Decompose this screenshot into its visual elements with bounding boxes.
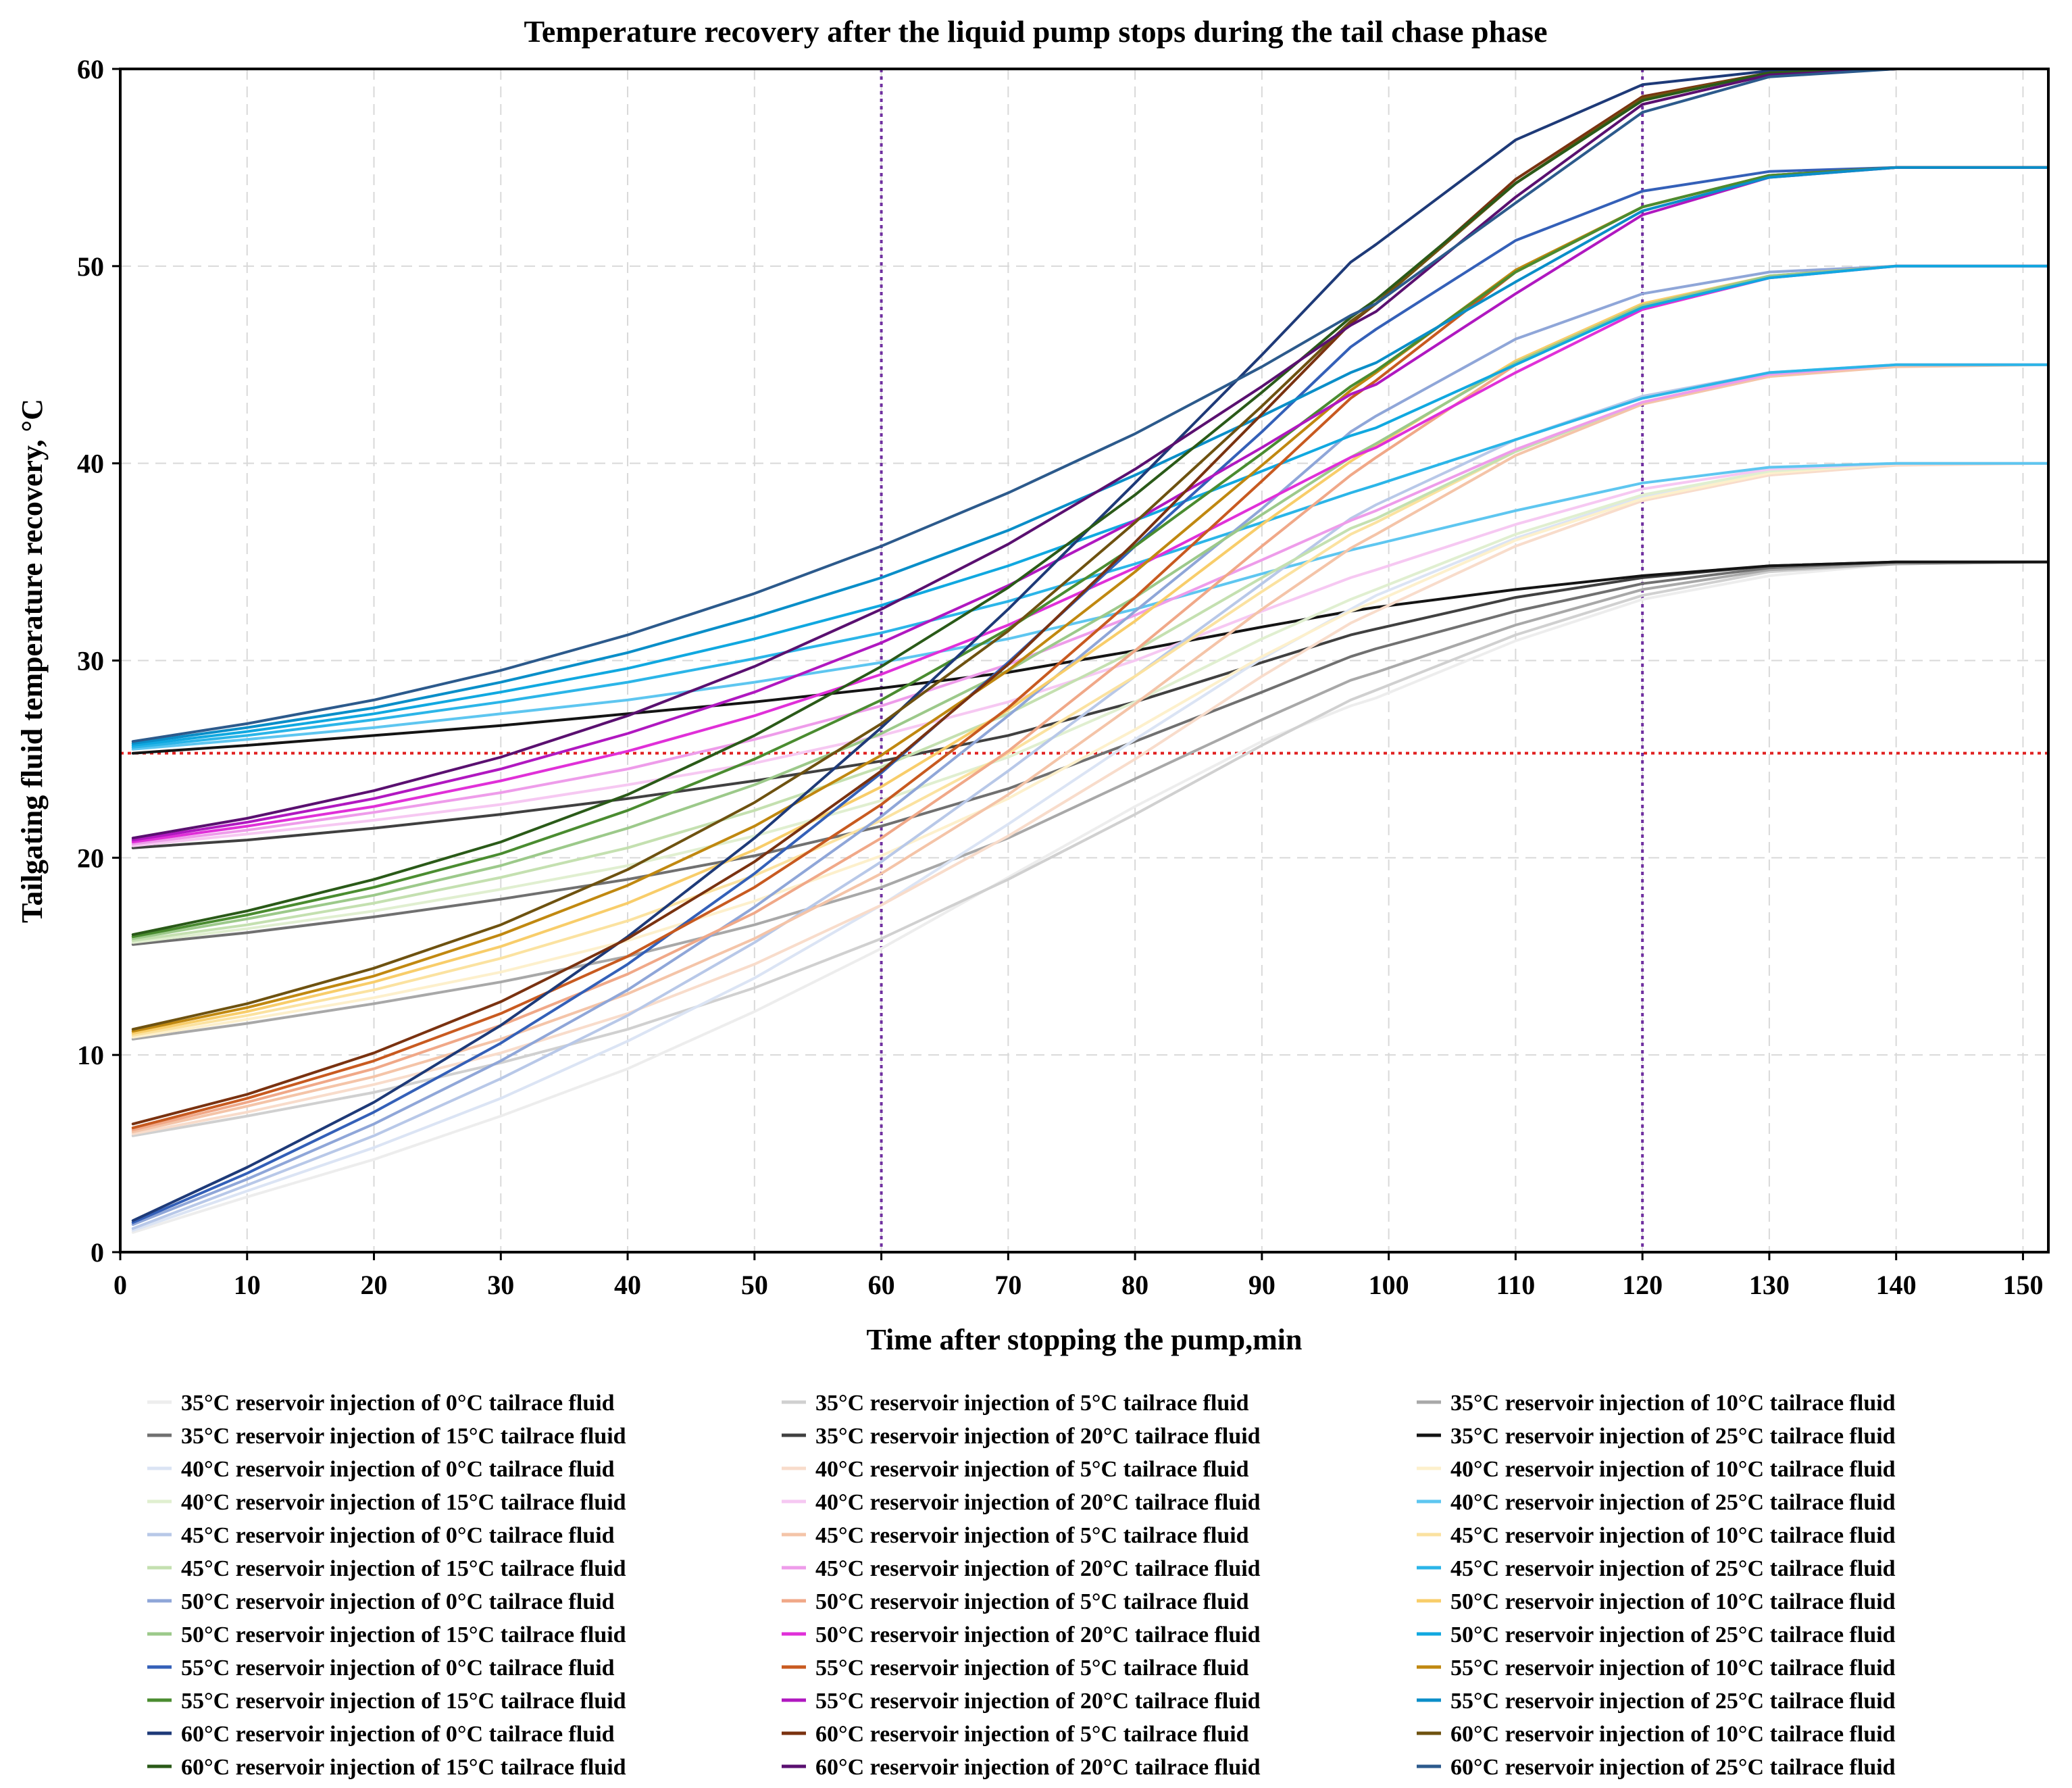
y-tick-label: 30 — [77, 646, 104, 676]
legend-label: 45°C reservoir injection of 15°C tailrac… — [181, 1556, 626, 1581]
legend-label: 50°C reservoir injection of 15°C tailrac… — [181, 1622, 626, 1647]
x-tick-label: 150 — [2002, 1270, 2043, 1300]
legend-label: 50°C reservoir injection of 20°C tailrac… — [815, 1622, 1261, 1647]
legend-label: 55°C reservoir injection of 15°C tailrac… — [181, 1689, 626, 1714]
series-line-36 — [131, 68, 2050, 743]
y-tick-label: 0 — [91, 1237, 104, 1268]
legend-label: 60°C reservoir injection of 0°C tailrace… — [181, 1722, 615, 1747]
y-tick-label: 50 — [77, 251, 104, 282]
series-line-35 — [131, 68, 2050, 840]
series-line-14 — [131, 363, 2050, 1133]
series-line-3 — [131, 560, 2050, 1041]
x-tick-label: 70 — [994, 1270, 1021, 1300]
series-line-2 — [131, 560, 2050, 1137]
series-line-19 — [131, 264, 2050, 1226]
series-line-18 — [131, 363, 2050, 749]
legend-label: 50°C reservoir injection of 0°C tailrace… — [181, 1589, 615, 1614]
series-line-8 — [131, 462, 2050, 1135]
legend-label: 40°C reservoir injection of 10°C tailrac… — [1450, 1457, 1896, 1482]
legend-label: 35°C reservoir injection of 15°C tailrac… — [181, 1424, 626, 1449]
legend-label: 60°C reservoir injection of 20°C tailrac… — [815, 1755, 1261, 1780]
y-tick-label: 20 — [77, 843, 104, 873]
legend-label: 55°C reservoir injection of 20°C tailrac… — [815, 1689, 1261, 1714]
legend-label: 40°C reservoir injection of 25°C tailrac… — [1450, 1490, 1896, 1515]
legend-label: 45°C reservoir injection of 10°C tailrac… — [1450, 1523, 1896, 1548]
legend-label: 55°C reservoir injection of 0°C tailrace… — [181, 1656, 615, 1681]
legend-label: 40°C reservoir injection of 0°C tailrace… — [181, 1457, 615, 1482]
legend-label: 55°C reservoir injection of 25°C tailrac… — [1450, 1689, 1896, 1714]
series-line-4 — [131, 560, 2050, 946]
x-tick-label: 0 — [113, 1270, 127, 1300]
series-line-1 — [131, 560, 2050, 1234]
legend-label: 35°C reservoir injection of 10°C tailrac… — [1450, 1391, 1896, 1416]
legend-label: 45°C reservoir injection of 5°C tailrace… — [815, 1523, 1249, 1548]
grid — [120, 69, 2048, 1252]
x-axis-title: Time after stopping the pump,min — [866, 1323, 1302, 1356]
legend-label: 50°C reservoir injection of 25°C tailrac… — [1450, 1622, 1896, 1647]
legend-label: 45°C reservoir injection of 20°C tailrac… — [815, 1556, 1261, 1581]
x-tick-label: 40 — [614, 1270, 641, 1300]
x-tick-label: 20 — [361, 1270, 388, 1300]
series-line-6 — [131, 560, 2050, 755]
legend-label: 40°C reservoir injection of 20°C tailrac… — [815, 1490, 1261, 1515]
y-tick-label: 10 — [77, 1040, 104, 1070]
legend-label: 55°C reservoir injection of 5°C tailrace… — [815, 1656, 1249, 1681]
series-line-12 — [131, 462, 2050, 751]
legend-label: 60°C reservoir injection of 15°C tailrac… — [181, 1755, 626, 1780]
series-line-9 — [131, 462, 2050, 1039]
legend: 35°C reservoir injection of 0°C tailrace… — [147, 1391, 1896, 1780]
series-line-30 — [131, 166, 2050, 745]
legend-label: 35°C reservoir injection of 20°C tailrac… — [815, 1424, 1261, 1449]
legend-label: 35°C reservoir injection of 5°C tailrace… — [815, 1391, 1249, 1416]
x-tick-label: 100 — [1369, 1270, 1409, 1300]
x-tick-label: 140 — [1876, 1270, 1917, 1300]
legend-label: 60°C reservoir injection of 10°C tailrac… — [1450, 1722, 1896, 1747]
series-line-17 — [131, 363, 2050, 845]
series-line-31 — [131, 68, 2050, 1222]
x-tick-label: 50 — [741, 1270, 768, 1300]
series-line-21 — [131, 264, 2050, 1035]
legend-label: 35°C reservoir injection of 25°C tailrac… — [1450, 1424, 1896, 1449]
legend-label: 50°C reservoir injection of 10°C tailrac… — [1450, 1589, 1896, 1614]
y-axis-title: Tailgating fluid temperature recovery, °… — [16, 399, 49, 923]
legend-label: 60°C reservoir injection of 25°C tailrac… — [1450, 1755, 1896, 1780]
x-tick-label: 60 — [868, 1270, 895, 1300]
legend-label: 40°C reservoir injection of 15°C tailrac… — [181, 1490, 626, 1515]
legend-label: 55°C reservoir injection of 10°C tailrac… — [1450, 1656, 1896, 1681]
series-line-28 — [131, 166, 2050, 939]
legend-label: 50°C reservoir injection of 5°C tailrace… — [815, 1589, 1249, 1614]
x-tick-label: 130 — [1749, 1270, 1790, 1300]
y-tick-label: 40 — [77, 449, 104, 479]
series-line-10 — [131, 462, 2050, 944]
series-line-23 — [131, 264, 2050, 843]
x-tick-label: 90 — [1248, 1270, 1275, 1300]
series-line-11 — [131, 462, 2050, 847]
series-line-15 — [131, 363, 2050, 1037]
legend-label: 60°C reservoir injection of 5°C tailrace… — [815, 1722, 1249, 1747]
x-tick-label: 80 — [1121, 1270, 1148, 1300]
legend-label: 35°C reservoir injection of 0°C tailrace… — [181, 1391, 615, 1416]
y-axis-ticks: 0 10 20 30 40 50 60 — [77, 54, 120, 1268]
x-tick-label: 110 — [1496, 1270, 1535, 1300]
legend-label: 40°C reservoir injection of 5°C tailrace… — [815, 1457, 1249, 1482]
series-line-34 — [131, 68, 2050, 937]
x-tick-label: 10 — [234, 1270, 261, 1300]
x-tick-label: 120 — [1622, 1270, 1663, 1300]
x-axis-ticks: 0 10 20 30 40 50 60 70 80 90 100 110 120 130 140 150 — [113, 1252, 2043, 1300]
y-tick-label: 60 — [77, 54, 104, 84]
series-line-32 — [131, 68, 2050, 1126]
reference-lines — [120, 69, 2048, 1252]
chart-title: Temperature recovery after the liquid pu… — [524, 14, 1547, 49]
series-line-29 — [131, 166, 2050, 842]
legend-label: 45°C reservoir injection of 0°C tailrace… — [181, 1523, 615, 1548]
series-lines — [131, 68, 2050, 1234]
x-tick-label: 30 — [487, 1270, 514, 1300]
legend-label: 45°C reservoir injection of 25°C tailrac… — [1450, 1556, 1896, 1581]
